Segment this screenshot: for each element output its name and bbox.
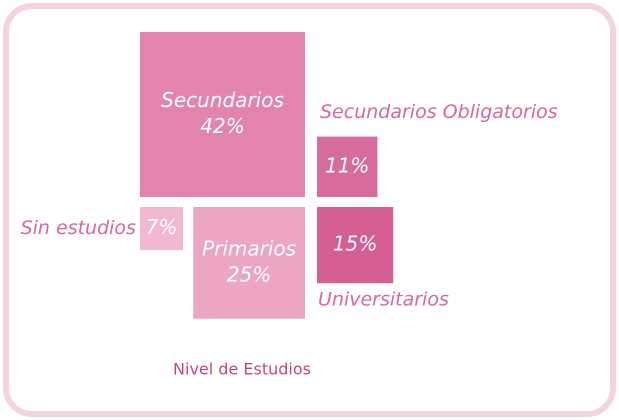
category-label: Primarios — [202, 236, 296, 260]
square — [317, 207, 394, 284]
category-label: Universitarios — [318, 289, 449, 311]
category-label: Sin estudios — [21, 217, 136, 239]
value-label: 15% — [333, 232, 377, 256]
value-label: 11% — [325, 153, 369, 177]
category-label: Secundarios — [161, 88, 284, 112]
square — [139, 207, 183, 251]
value-label: 25% — [227, 262, 271, 286]
category-label: Secundarios Obligatorios — [320, 101, 558, 123]
value-label: 7% — [146, 215, 178, 239]
value-label: 42% — [200, 114, 244, 138]
square — [193, 207, 305, 319]
frame — [3, 3, 616, 417]
chart-title: Nivel de Estudios — [173, 360, 311, 379]
square — [317, 136, 378, 197]
square — [140, 32, 305, 197]
